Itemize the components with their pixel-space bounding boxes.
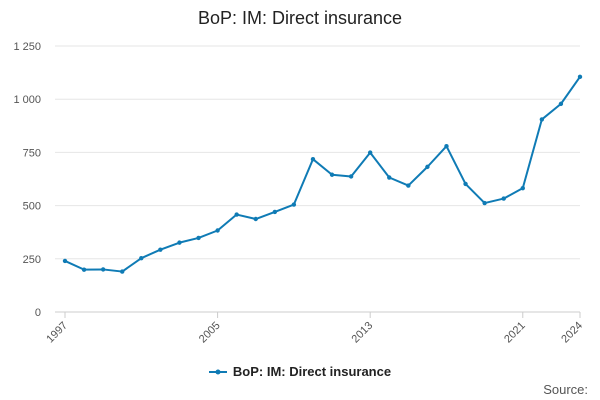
legend-label: BoP: IM: Direct insurance [232,364,392,379]
data-point [139,255,144,261]
source-label: Source: [543,382,588,397]
data-point [539,117,545,122]
x-tick-label: 2013 [350,320,376,346]
data-point [577,74,583,80]
y-tick-label: 1 250 [13,41,41,53]
data-point [81,267,87,272]
series-line [64,76,581,273]
data-point [62,258,68,264]
data-point [291,202,297,207]
data-point [253,216,258,222]
data-point [367,150,373,155]
y-tick-label: 1 000 [13,94,41,106]
gridlines [55,45,580,260]
data-point [215,228,220,233]
y-tick-label: 750 [23,147,41,159]
data-point [463,181,468,187]
data-point [501,196,506,201]
data-point [387,175,392,180]
y-tick-label: 250 [23,254,41,266]
data-point [329,172,335,177]
x-tick-label: 2005 [197,320,223,346]
data-point [272,209,278,215]
x-tick-label: 2021 [502,320,528,346]
series-layer [62,74,583,274]
data-point [310,157,316,162]
data-point [348,174,354,179]
x-tick-label: 1997 [44,320,70,346]
y-tick-label: 500 [23,201,41,213]
data-point [425,164,430,170]
data-point [406,183,411,188]
y-tick-label: 0 [35,307,41,319]
data-point [196,235,201,241]
legend: BoP: IM: Direct insurance [0,364,600,379]
data-point [100,267,106,272]
data-point [158,247,163,252]
data-point [234,212,239,217]
data-point [177,240,182,245]
data-point [120,269,125,274]
data-point [444,144,449,149]
data-point [482,200,487,206]
data-point [520,185,525,191]
chart-title: BoP: IM: Direct insurance [197,8,403,28]
data-point [558,101,564,107]
legend-swatch [208,369,227,374]
x-tick-label: 2024 [559,320,585,346]
